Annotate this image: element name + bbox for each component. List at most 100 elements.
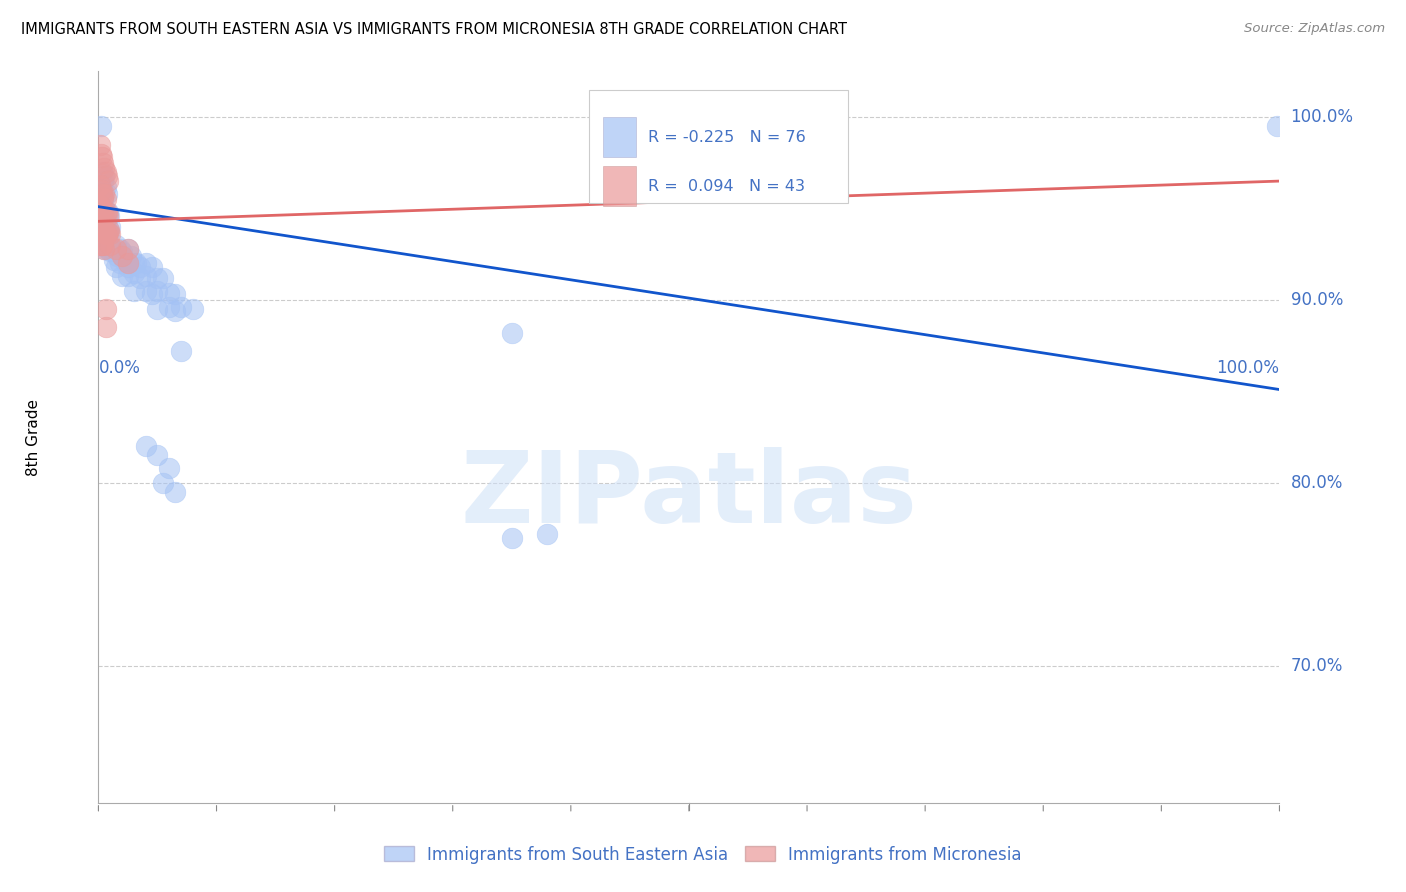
Point bbox=[89, 198, 111, 212]
Point bbox=[91, 190, 114, 204]
Point bbox=[96, 227, 118, 241]
Point bbox=[93, 169, 115, 183]
FancyBboxPatch shape bbox=[603, 117, 636, 157]
Point bbox=[105, 260, 128, 274]
Point bbox=[181, 301, 204, 316]
Text: 100.0%: 100.0% bbox=[1216, 359, 1279, 376]
Point bbox=[98, 223, 121, 237]
Point bbox=[157, 285, 180, 300]
Point bbox=[91, 174, 114, 188]
Point bbox=[98, 209, 121, 223]
Text: 80.0%: 80.0% bbox=[1291, 474, 1343, 491]
Point bbox=[128, 260, 150, 274]
Text: 0.0%: 0.0% bbox=[98, 359, 141, 376]
Point bbox=[98, 219, 121, 234]
Point bbox=[170, 300, 193, 314]
Text: R =  0.094   N = 43: R = 0.094 N = 43 bbox=[648, 178, 804, 194]
Point bbox=[98, 227, 121, 241]
Point bbox=[122, 284, 145, 298]
Point bbox=[90, 235, 112, 249]
Point bbox=[91, 186, 114, 201]
Point bbox=[108, 242, 131, 256]
Point bbox=[117, 256, 139, 270]
Point bbox=[97, 225, 120, 239]
Point bbox=[96, 205, 118, 219]
Point bbox=[91, 183, 114, 197]
Point bbox=[94, 207, 117, 221]
Point bbox=[98, 244, 121, 258]
Point bbox=[89, 137, 111, 152]
Point bbox=[89, 216, 111, 230]
Point bbox=[111, 269, 134, 284]
Point bbox=[94, 238, 117, 252]
Point bbox=[536, 527, 558, 541]
Point bbox=[1265, 119, 1288, 133]
Point bbox=[91, 190, 114, 204]
Point bbox=[146, 301, 169, 316]
Point bbox=[105, 249, 128, 263]
Point bbox=[157, 461, 180, 475]
Point bbox=[135, 256, 157, 270]
Point bbox=[93, 202, 115, 216]
Point bbox=[91, 238, 114, 252]
Point bbox=[97, 238, 120, 252]
Point bbox=[170, 344, 193, 359]
FancyBboxPatch shape bbox=[603, 166, 636, 206]
Point bbox=[91, 155, 114, 169]
Point bbox=[93, 186, 115, 201]
Point bbox=[97, 174, 120, 188]
Point bbox=[117, 260, 139, 274]
Legend: Immigrants from South Eastern Asia, Immigrants from Micronesia: Immigrants from South Eastern Asia, Immi… bbox=[377, 839, 1029, 871]
Point bbox=[90, 219, 112, 234]
Point bbox=[101, 242, 124, 256]
Point bbox=[91, 219, 114, 234]
Point bbox=[94, 205, 117, 219]
Point bbox=[108, 256, 131, 270]
Point bbox=[146, 448, 169, 462]
Point bbox=[96, 186, 118, 201]
Point bbox=[141, 260, 163, 274]
Point bbox=[90, 198, 112, 212]
Point bbox=[91, 205, 114, 219]
Point bbox=[111, 249, 134, 263]
Point bbox=[501, 326, 523, 340]
Point bbox=[128, 271, 150, 285]
Point bbox=[89, 178, 111, 192]
Point bbox=[91, 238, 114, 252]
Point bbox=[165, 484, 187, 499]
Point bbox=[112, 252, 135, 267]
Point bbox=[97, 209, 120, 223]
Text: R = -0.225   N = 76: R = -0.225 N = 76 bbox=[648, 129, 806, 145]
Point bbox=[93, 221, 115, 235]
Point bbox=[152, 271, 174, 285]
Point bbox=[165, 304, 187, 318]
Point bbox=[93, 209, 115, 223]
Point bbox=[94, 227, 117, 241]
Point bbox=[94, 165, 117, 179]
Point bbox=[90, 119, 112, 133]
Point bbox=[94, 179, 117, 194]
Point bbox=[91, 205, 114, 219]
Point bbox=[94, 301, 117, 316]
Point bbox=[135, 269, 157, 284]
Point bbox=[93, 242, 115, 256]
Point bbox=[93, 242, 115, 256]
Point bbox=[91, 165, 114, 179]
Point bbox=[90, 183, 112, 197]
Point bbox=[93, 223, 115, 237]
Point bbox=[91, 225, 114, 239]
FancyBboxPatch shape bbox=[589, 90, 848, 203]
Point bbox=[97, 205, 120, 219]
Point bbox=[121, 249, 143, 263]
Text: Source: ZipAtlas.com: Source: ZipAtlas.com bbox=[1244, 22, 1385, 36]
Point bbox=[117, 269, 139, 284]
Point bbox=[117, 242, 139, 256]
Point bbox=[93, 161, 115, 176]
Text: 90.0%: 90.0% bbox=[1291, 291, 1343, 309]
Point bbox=[90, 146, 112, 161]
Point bbox=[122, 265, 145, 279]
Point bbox=[91, 150, 114, 164]
Point bbox=[94, 320, 117, 334]
Point bbox=[135, 284, 157, 298]
Point bbox=[91, 216, 114, 230]
